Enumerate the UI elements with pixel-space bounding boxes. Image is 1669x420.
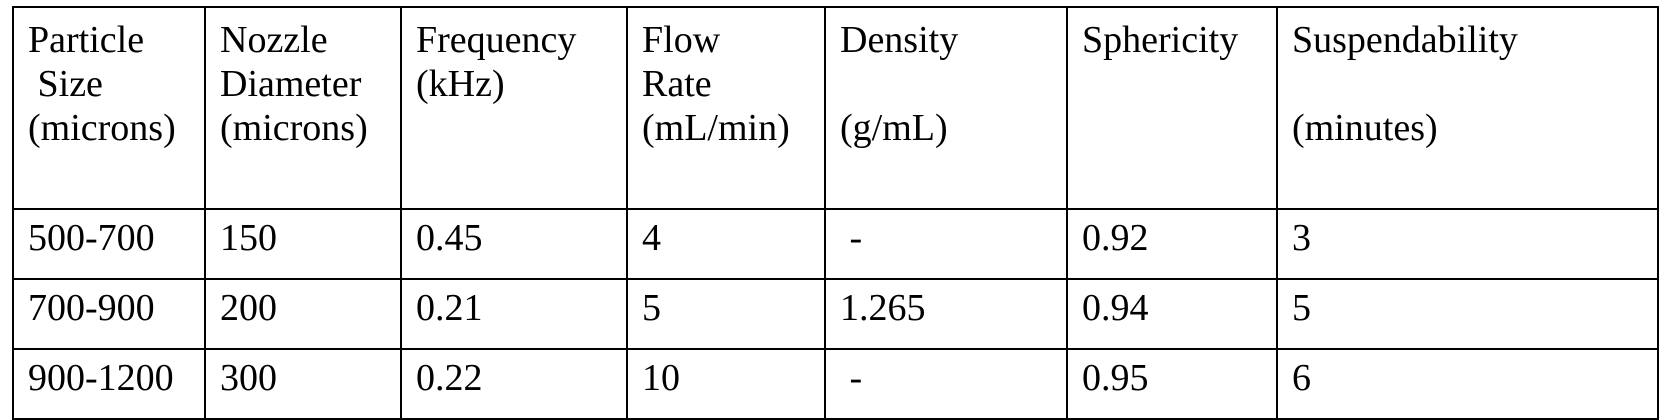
table-cell: 900-1200 (13, 349, 205, 419)
data-table: Particle Size (microns) Nozzle Diameter … (12, 6, 1659, 420)
table-cell: 0.22 (401, 349, 627, 419)
table-cell: 10 (627, 349, 825, 419)
table-cell: 0.94 (1067, 279, 1277, 349)
table-cell: 0.92 (1067, 209, 1277, 279)
header-cell-suspendability: Suspendability (minutes) (1277, 7, 1658, 209)
header-row: Particle Size (microns) Nozzle Diameter … (13, 7, 1658, 209)
table-cell: 4 (627, 209, 825, 279)
table-cell: 200 (205, 279, 401, 349)
table-row: 500-700 150 0.45 4 - 0.92 3 (13, 209, 1658, 279)
table-row: 900-1200 300 0.22 10 - 0.95 6 (13, 349, 1658, 419)
table-cell: 0.95 (1067, 349, 1277, 419)
table-cell: 0.45 (401, 209, 627, 279)
table-cell: 6 (1277, 349, 1658, 419)
header-cell-particle-size: Particle Size (microns) (13, 7, 205, 209)
table-cell: 1.265 (825, 279, 1067, 349)
table-cell: 0.21 (401, 279, 627, 349)
header-cell-sphericity: Sphericity (1067, 7, 1277, 209)
table-cell: 3 (1277, 209, 1658, 279)
header-cell-nozzle-diameter: Nozzle Diameter (microns) (205, 7, 401, 209)
header-cell-flow-rate: Flow Rate (mL/min) (627, 7, 825, 209)
header-cell-frequency: Frequency (kHz) (401, 7, 627, 209)
table-cell: 500-700 (13, 209, 205, 279)
table-cell: - (825, 349, 1067, 419)
table-cell: - (825, 209, 1067, 279)
table-cell: 700-900 (13, 279, 205, 349)
table-cell: 5 (627, 279, 825, 349)
table-cell: 150 (205, 209, 401, 279)
table-cell: 5 (1277, 279, 1658, 349)
table-row: 700-900 200 0.21 5 1.265 0.94 5 (13, 279, 1658, 349)
header-cell-density: Density (g/mL) (825, 7, 1067, 209)
table-cell: 300 (205, 349, 401, 419)
